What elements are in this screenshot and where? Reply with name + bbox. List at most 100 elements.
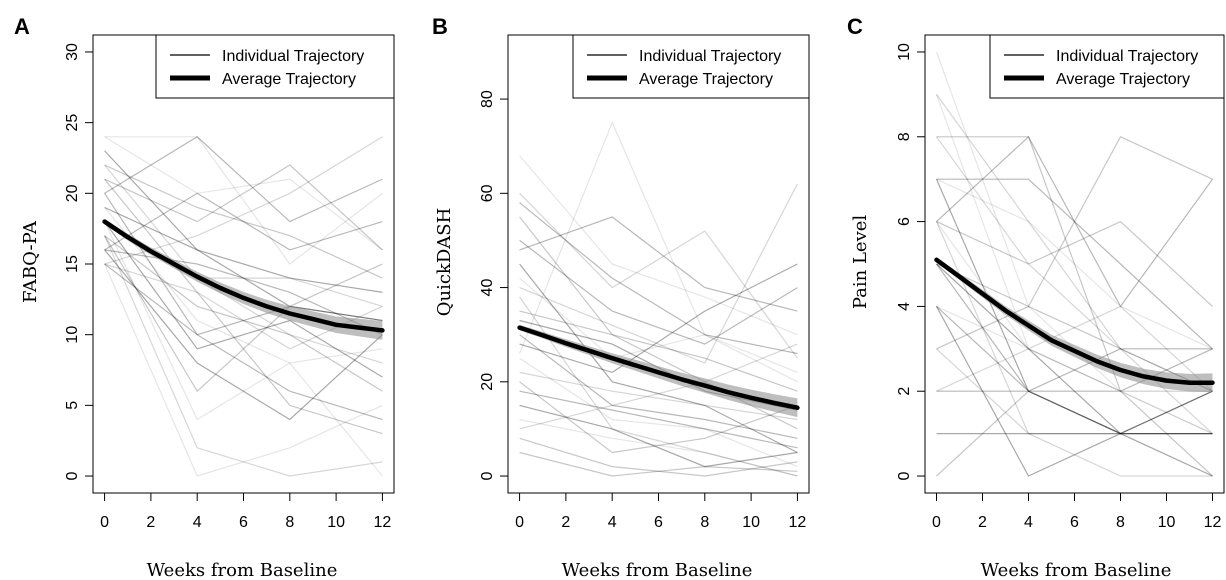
individual-trajectory — [104, 249, 383, 336]
individual-trajectory — [936, 305, 1213, 392]
x-tick-label: 4 — [1024, 514, 1033, 531]
individual-trajectory — [104, 192, 383, 421]
y-axis-label: Pain Level — [850, 215, 871, 310]
x-tick-label: 4 — [193, 514, 202, 531]
individual-trajectory — [519, 381, 798, 454]
y-tick-label: 0 — [896, 471, 913, 480]
y-tick-label: 2 — [896, 387, 913, 396]
panel-c-plot: 0 2 4 6 8 10 12 0 2 4 6 8 10 — [896, 34, 1225, 531]
y-tick-label: 8 — [896, 132, 913, 141]
individual-trajectory — [936, 178, 1213, 350]
plot-area — [517, 121, 800, 477]
individual-trajectory — [104, 150, 383, 293]
panel-letter: B — [432, 14, 448, 39]
individual-trajectory — [104, 206, 383, 322]
x-tick-label: 8 — [1116, 514, 1125, 531]
individual-trajectory — [104, 164, 383, 364]
y-tick-label: 0 — [64, 471, 81, 480]
individual-trajectory — [104, 235, 383, 477]
x-axis-label: Weeks from Baseline — [562, 560, 753, 580]
panel-a-plot: 0 2 4 6 8 10 12 0 5 10 15 20 25 30 — [64, 34, 395, 531]
legend-entry: Individual Trajectory — [639, 48, 781, 65]
y-tick-label: 40 — [479, 279, 496, 297]
individual-trajectory — [935, 178, 1213, 435]
y-tick-label: 20 — [479, 373, 496, 391]
individual-trajectory — [936, 263, 1213, 392]
individual-trajectory — [104, 235, 383, 393]
panel-b: B 0 2 4 6 8 10 12 0 20 40 60 80 Weeks from Baseline… — [432, 14, 810, 580]
individual-trajectory — [936, 305, 1213, 392]
individual-trajectory — [936, 178, 1213, 350]
x-tick-label: 12 — [789, 514, 807, 531]
individual-trajectory — [936, 390, 1213, 477]
y-tick-label: 6 — [896, 217, 913, 226]
x-tick-label: 2 — [978, 514, 987, 531]
individual-trajectory — [935, 221, 1213, 477]
individual-trajectory — [519, 371, 798, 421]
individual-trajectory — [519, 357, 798, 468]
individual-trajectory — [519, 202, 798, 355]
panel-letter: A — [14, 14, 30, 39]
y-tick-label: 0 — [479, 471, 496, 480]
x-tick-label: 12 — [374, 514, 392, 531]
individual-trajectory — [519, 121, 798, 383]
legend: Individual Trajectory Average Trajectory — [989, 34, 1225, 99]
legend: Individual Trajectory Average Trajectory — [572, 34, 810, 99]
individual-trajectory — [104, 249, 383, 421]
y-tick-label: 30 — [64, 43, 81, 61]
y-tick-label: 5 — [64, 401, 81, 410]
individual-trajectory — [104, 136, 383, 223]
individual-trajectory — [104, 192, 383, 251]
x-tick-label: 0 — [932, 514, 941, 531]
y-tick-label: 15 — [64, 255, 81, 273]
individual-trajectory — [936, 348, 1213, 477]
x-tick-label: 6 — [239, 514, 248, 531]
x-tick-label: 0 — [515, 514, 524, 531]
individual-trajectory — [519, 390, 798, 449]
x-axis-label: Weeks from Baseline — [147, 560, 338, 580]
x-tick-label: 4 — [608, 514, 617, 531]
individual-trajectory — [104, 235, 383, 392]
legend-entry: Individual Trajectory — [1056, 48, 1198, 65]
individual-trajectory — [519, 334, 798, 439]
individual-trajectory — [935, 306, 1213, 477]
individual-trajectory — [519, 155, 798, 336]
panel-a: A 0 2 4 6 8 10 12 0 5 10 15 20 25 30 Weeks from Basel… — [14, 14, 395, 580]
legend-entry: Average Trajectory — [222, 71, 356, 88]
y-tick-label: 10 — [896, 43, 913, 61]
individual-trajectory — [519, 239, 798, 345]
x-tick-label: 8 — [700, 514, 709, 531]
individual-trajectory — [519, 418, 798, 477]
legend-entry: Individual Trajectory — [222, 48, 364, 65]
y-axis-label: FABQ-PA — [20, 220, 41, 303]
individual-trajectory — [104, 164, 383, 251]
individual-trajectory — [936, 136, 1213, 308]
y-tick-label: 20 — [64, 184, 81, 202]
individual-trajectory — [519, 451, 798, 477]
panel-letter: C — [847, 14, 863, 39]
x-tick-label: 2 — [561, 514, 570, 531]
individual-trajectory — [936, 263, 1213, 435]
individual-trajectory — [104, 136, 383, 251]
individual-trajectory — [936, 94, 1213, 435]
y-tick-label: 80 — [479, 90, 496, 108]
individual-trajectory — [519, 404, 798, 468]
x-tick-label: 10 — [1158, 514, 1176, 531]
individual-trajectory — [519, 296, 798, 477]
x-tick-label: 2 — [146, 514, 155, 531]
y-tick-label: 10 — [64, 326, 81, 344]
average-trajectory-line — [102, 219, 385, 333]
individual-trajectory — [519, 263, 798, 374]
individual-trajectory — [104, 164, 383, 279]
x-tick-label: 8 — [285, 514, 294, 531]
x-axis-label: Weeks from Baseline — [981, 560, 1172, 580]
y-tick-label: 4 — [896, 302, 913, 311]
individual-trajectory — [936, 136, 1213, 477]
panel-c: C 0 2 4 6 8 10 12 0 2 4 6 8 10 Weeks from Baseline P… — [847, 14, 1225, 580]
individual-trajectory — [104, 263, 383, 477]
individual-trajectory — [519, 216, 798, 312]
plot-area — [934, 51, 1215, 477]
legend: Individual Trajectory Average Trajectory — [155, 34, 395, 99]
individual-trajectory — [104, 207, 383, 364]
plot-area — [102, 136, 385, 477]
